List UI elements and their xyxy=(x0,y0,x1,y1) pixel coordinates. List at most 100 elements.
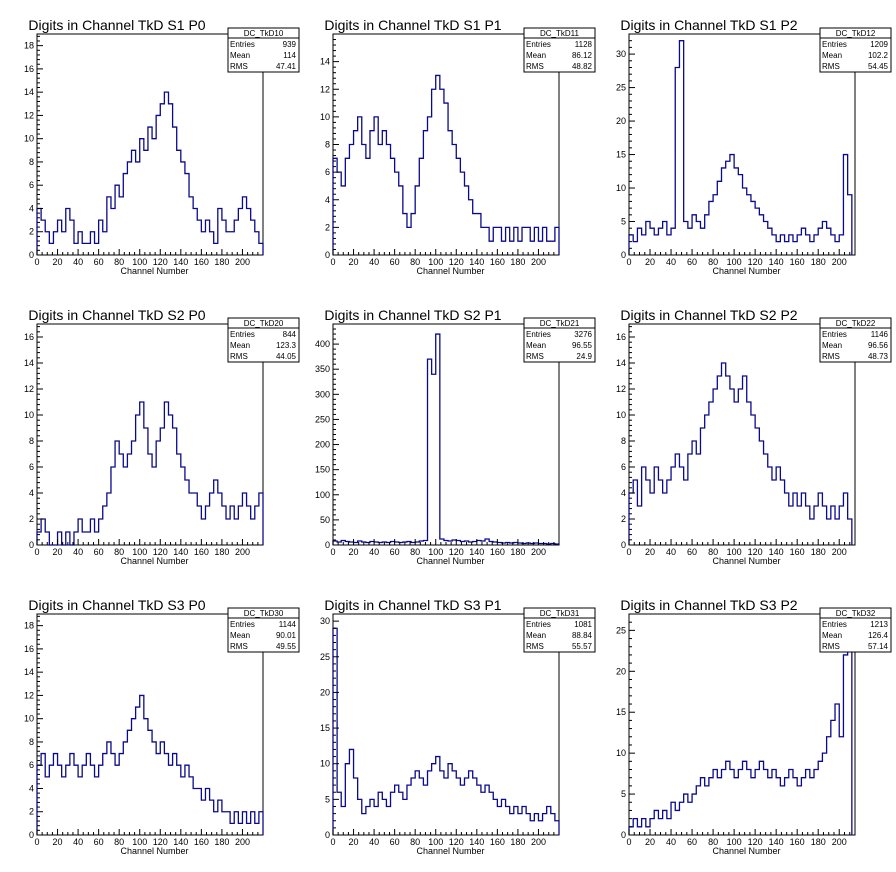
histogram-bin xyxy=(456,778,460,835)
x-tick-label: 80 xyxy=(708,547,718,557)
histogram-bin xyxy=(234,812,238,835)
histogram-bin xyxy=(772,480,776,545)
x-tick-label: 80 xyxy=(410,837,420,847)
histogram-bin xyxy=(160,742,164,835)
y-tick-label: 15 xyxy=(320,723,330,733)
histogram-panel-4: Digits in Channel TkD S2 P00 20 40 60 80 100 1… xyxy=(24,307,300,566)
histogram-bin xyxy=(730,155,734,255)
histogram-bin xyxy=(675,454,679,545)
y-tick-label: 10 xyxy=(616,410,626,420)
histogram-bin xyxy=(780,786,784,835)
histogram-bin xyxy=(144,719,148,835)
histogram-bin xyxy=(222,506,226,545)
histogram-bin xyxy=(259,493,263,545)
histogram-bin xyxy=(349,749,353,835)
histogram-panel-2: Digits in Channel TkD S1 P10 20 40 60 80 100 1… xyxy=(320,17,596,276)
histogram-bin xyxy=(185,765,189,835)
y-tick-label: 25 xyxy=(616,83,626,93)
histogram-panel-1: Digits in Channel TkD S1 P00 20 40 60 80 100 1… xyxy=(24,17,300,276)
histogram-bin xyxy=(646,222,650,255)
histogram-bin xyxy=(432,89,436,255)
stats-box-frame xyxy=(819,27,892,73)
histogram-bin xyxy=(123,742,127,835)
histogram-bin xyxy=(806,235,810,255)
histogram-bin xyxy=(115,765,119,835)
histogram-bin xyxy=(688,802,692,835)
stats-box: DC_TkD12 Entries 1209 Mean 102.2 RMS 54.45 xyxy=(819,27,892,73)
histogram-bin xyxy=(111,754,115,835)
stats-label-entries: Entries xyxy=(230,40,255,49)
histogram-bin xyxy=(181,777,185,835)
histogram-bin xyxy=(514,542,518,545)
histogram-bin xyxy=(663,493,667,545)
y-tick-label: 15 xyxy=(616,150,626,160)
histogram-bin xyxy=(366,158,370,255)
histogram-bin xyxy=(452,540,456,545)
histogram-bin xyxy=(444,778,448,835)
y-tick-label: 8 xyxy=(621,436,626,446)
histogram-bin xyxy=(168,104,172,255)
histogram-bin xyxy=(251,220,255,255)
histogram-bin xyxy=(218,800,222,835)
histogram-bin xyxy=(152,139,156,255)
histogram-bin xyxy=(843,155,847,255)
histogram-bin xyxy=(780,480,784,545)
stats-box-frame xyxy=(523,27,596,73)
histogram-bin xyxy=(759,761,763,835)
histogram-bin xyxy=(827,228,831,255)
histogram-bin xyxy=(764,770,768,835)
histogram-bin xyxy=(247,208,251,255)
x-tick-label: 80 xyxy=(708,837,718,847)
histogram-bin xyxy=(349,542,353,545)
stats-hist-name: DC_TkD32 xyxy=(836,609,876,618)
histogram-bin xyxy=(456,158,460,255)
histogram-bin xyxy=(41,754,45,835)
histogram-bin xyxy=(173,127,177,255)
histogram-bin xyxy=(497,227,501,255)
histogram-bin xyxy=(415,542,419,545)
histogram-bin xyxy=(755,770,759,835)
y-tick-label: 0 xyxy=(29,250,34,260)
histogram-bin xyxy=(818,493,822,545)
histogram-bin xyxy=(538,543,542,545)
x-tick-label: 80 xyxy=(708,257,718,267)
histogram-bin xyxy=(70,220,74,255)
histogram-bin xyxy=(95,777,99,835)
histogram-bin xyxy=(663,810,667,835)
histogram-bin xyxy=(90,232,94,255)
histogram-bin xyxy=(448,764,452,835)
histogram-bin xyxy=(99,220,103,255)
histogram-bin xyxy=(654,467,658,545)
y-tick-label: 8 xyxy=(29,436,34,446)
histogram-bin xyxy=(193,788,197,835)
histogram-bin xyxy=(70,754,74,835)
histogram-bin xyxy=(722,363,726,545)
histogram-bin xyxy=(814,235,818,255)
stats-label-mean: Mean xyxy=(526,631,546,640)
histogram-series xyxy=(332,627,560,835)
histogram-bin xyxy=(679,41,683,255)
x-tick-label: 140 xyxy=(769,547,784,557)
x-tick-label: 60 xyxy=(390,547,400,557)
stats-value-entries: 1213 xyxy=(870,620,888,629)
histogram-bin xyxy=(354,778,358,835)
y-tick-label: 0 xyxy=(325,540,330,550)
histogram-bin xyxy=(493,542,497,545)
histogram-bin xyxy=(428,359,432,545)
histogram-bin xyxy=(726,761,730,835)
histogram-bin xyxy=(436,757,440,835)
stats-hist-name: DC_TkD30 xyxy=(244,609,284,618)
x-tick-label: 160 xyxy=(790,547,805,557)
histogram-bin xyxy=(506,806,510,835)
histogram-bin xyxy=(671,802,675,835)
histogram-bin xyxy=(366,806,370,835)
histogram-bin xyxy=(555,821,559,835)
histogram-bin xyxy=(534,227,538,255)
histogram-bin xyxy=(772,235,776,255)
histogram-bin xyxy=(730,389,734,545)
histogram-bin xyxy=(189,493,193,545)
histogram-bin xyxy=(646,480,650,545)
x-tick-label: 160 xyxy=(194,837,209,847)
histogram-bin xyxy=(127,454,131,545)
histogram-bin xyxy=(637,506,641,545)
